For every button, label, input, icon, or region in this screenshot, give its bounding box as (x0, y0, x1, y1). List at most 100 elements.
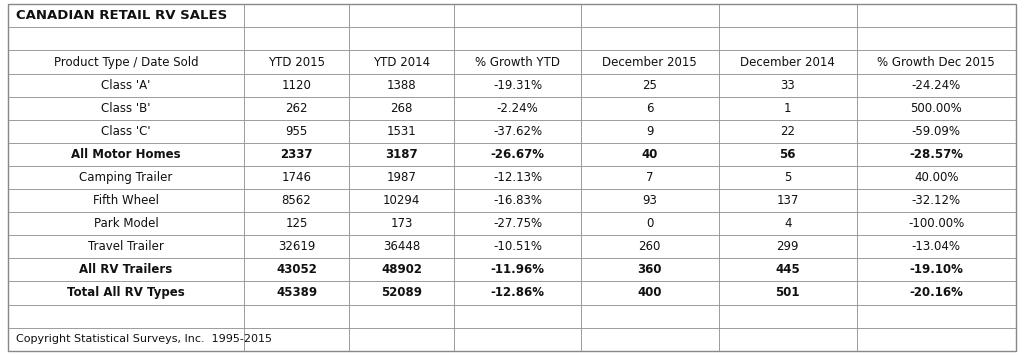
Text: -12.86%: -12.86% (490, 286, 545, 300)
Bar (581, 189, 719, 212)
Text: Park Model: Park Model (93, 217, 159, 230)
Bar (244, 328, 349, 351)
Bar (719, 143, 857, 166)
Text: 1: 1 (784, 102, 792, 115)
Text: 32619: 32619 (278, 240, 315, 253)
Bar (719, 166, 857, 189)
Bar (244, 305, 349, 328)
Bar (857, 120, 1016, 143)
Text: 43052: 43052 (276, 263, 317, 277)
Bar (8, 328, 244, 351)
Bar (8, 143, 244, 166)
Bar (857, 143, 1016, 166)
Text: Camping Trailer: Camping Trailer (80, 171, 173, 184)
Text: CANADIAN RETAIL RV SALES: CANADIAN RETAIL RV SALES (16, 9, 227, 22)
Bar (349, 189, 455, 212)
Bar (719, 97, 857, 120)
Text: 360: 360 (637, 263, 662, 277)
Bar (455, 73, 581, 97)
Bar (349, 166, 455, 189)
Bar (719, 258, 857, 282)
Text: 1120: 1120 (282, 78, 311, 92)
Text: -27.75%: -27.75% (493, 217, 542, 230)
Bar (455, 143, 581, 166)
Bar (244, 73, 349, 97)
Text: 400: 400 (637, 286, 662, 300)
Bar (349, 4, 455, 27)
Bar (349, 305, 455, 328)
Bar (8, 189, 244, 212)
Bar (581, 258, 719, 282)
Text: 268: 268 (390, 102, 413, 115)
Bar (244, 282, 349, 305)
Bar (857, 328, 1016, 351)
Bar (719, 73, 857, 97)
Text: 33: 33 (780, 78, 795, 92)
Text: 260: 260 (638, 240, 660, 253)
Bar (857, 73, 1016, 97)
Text: 10294: 10294 (383, 194, 421, 207)
Text: 3187: 3187 (385, 148, 418, 161)
Text: 955: 955 (286, 125, 307, 138)
Text: -13.04%: -13.04% (911, 240, 961, 253)
Text: 9: 9 (646, 125, 653, 138)
Bar (581, 143, 719, 166)
Bar (8, 212, 244, 235)
Text: -100.00%: -100.00% (908, 217, 965, 230)
Bar (455, 328, 581, 351)
Text: Copyright Statistical Surveys, Inc.  1995-2015: Copyright Statistical Surveys, Inc. 1995… (16, 334, 272, 344)
Text: December 2014: December 2014 (740, 55, 836, 69)
Text: 1746: 1746 (282, 171, 311, 184)
Bar (719, 212, 857, 235)
Bar (349, 97, 455, 120)
Text: -32.12%: -32.12% (911, 194, 961, 207)
Bar (8, 27, 244, 50)
Text: 262: 262 (286, 102, 308, 115)
Text: All RV Trailers: All RV Trailers (80, 263, 173, 277)
Bar (455, 166, 581, 189)
Text: -16.83%: -16.83% (493, 194, 542, 207)
Bar (581, 166, 719, 189)
Text: 125: 125 (286, 217, 308, 230)
Bar (455, 4, 581, 27)
Bar (857, 235, 1016, 258)
Bar (8, 282, 244, 305)
Bar (244, 4, 349, 27)
Bar (719, 27, 857, 50)
Bar (581, 282, 719, 305)
Bar (719, 305, 857, 328)
Bar (581, 305, 719, 328)
Bar (244, 120, 349, 143)
Bar (719, 235, 857, 258)
Bar (857, 50, 1016, 73)
Bar (8, 258, 244, 282)
Bar (455, 305, 581, 328)
Bar (581, 212, 719, 235)
Text: -2.24%: -2.24% (497, 102, 539, 115)
Bar (857, 258, 1016, 282)
Text: Class 'C': Class 'C' (101, 125, 151, 138)
Text: -28.57%: -28.57% (909, 148, 964, 161)
Text: 4: 4 (784, 217, 792, 230)
Bar (349, 282, 455, 305)
Text: -10.51%: -10.51% (493, 240, 542, 253)
Text: YTD 2014: YTD 2014 (373, 55, 430, 69)
Text: 0: 0 (646, 217, 653, 230)
Bar (8, 305, 244, 328)
Bar (455, 235, 581, 258)
Bar (244, 258, 349, 282)
Text: % Growth Dec 2015: % Growth Dec 2015 (878, 55, 995, 69)
Bar (8, 73, 244, 97)
Text: -26.67%: -26.67% (490, 148, 545, 161)
Bar (857, 282, 1016, 305)
Bar (349, 328, 455, 351)
Text: 1987: 1987 (387, 171, 417, 184)
Text: Fifth Wheel: Fifth Wheel (93, 194, 159, 207)
Bar (719, 4, 857, 27)
Text: 299: 299 (776, 240, 799, 253)
Text: 137: 137 (776, 194, 799, 207)
Bar (719, 189, 857, 212)
Text: Total All RV Types: Total All RV Types (68, 286, 185, 300)
Bar (857, 212, 1016, 235)
Text: 52089: 52089 (381, 286, 422, 300)
